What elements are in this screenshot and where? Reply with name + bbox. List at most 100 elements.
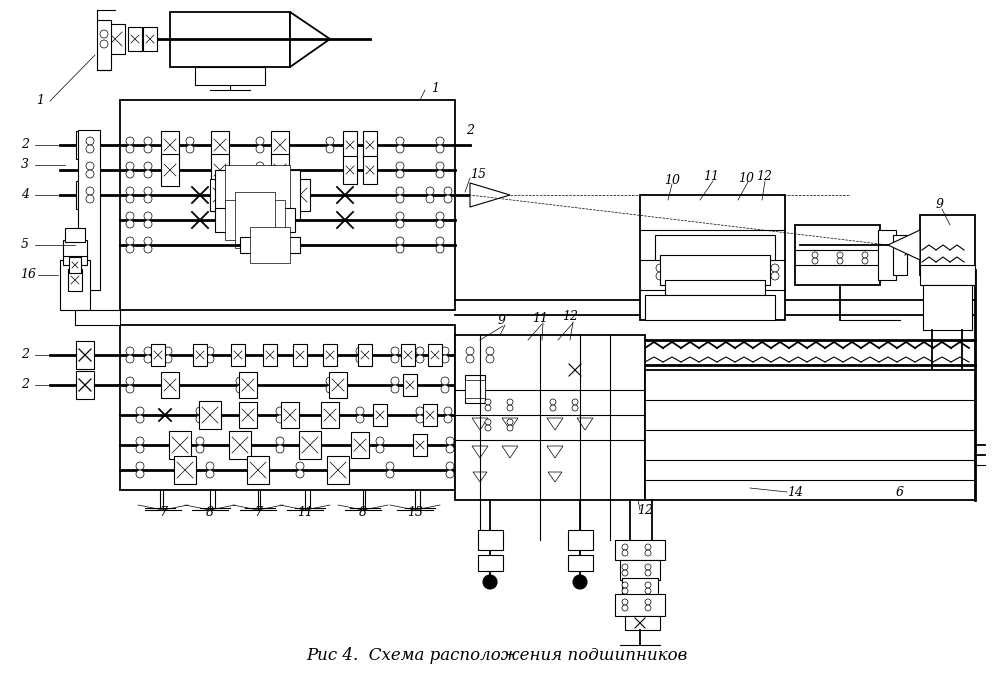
Circle shape: [275, 407, 283, 415]
Circle shape: [255, 162, 263, 170]
Circle shape: [275, 415, 283, 423]
Circle shape: [144, 212, 152, 220]
Circle shape: [295, 355, 304, 363]
Bar: [161, 372, 179, 398]
Circle shape: [550, 399, 556, 405]
Bar: [363, 131, 377, 159]
Circle shape: [136, 407, 144, 415]
Circle shape: [655, 272, 663, 280]
Circle shape: [425, 187, 433, 195]
Circle shape: [196, 445, 204, 453]
Circle shape: [126, 145, 134, 153]
Circle shape: [415, 355, 423, 363]
Circle shape: [126, 137, 134, 145]
Bar: [78, 130, 100, 290]
Circle shape: [721, 240, 729, 248]
Circle shape: [164, 385, 172, 393]
Circle shape: [396, 170, 404, 178]
Circle shape: [644, 550, 650, 556]
Text: 15: 15: [469, 169, 485, 182]
Text: 5: 5: [21, 238, 29, 252]
Bar: [68, 269, 82, 291]
Bar: [270, 131, 288, 159]
Text: 2: 2: [21, 348, 29, 362]
Bar: [215, 170, 300, 220]
Circle shape: [136, 437, 144, 445]
Circle shape: [484, 419, 490, 425]
Bar: [621, 578, 657, 596]
Circle shape: [265, 347, 273, 355]
Circle shape: [685, 272, 693, 280]
Text: 1: 1: [36, 94, 44, 107]
Bar: [659, 255, 769, 285]
Circle shape: [701, 248, 709, 256]
Circle shape: [126, 162, 134, 170]
Circle shape: [507, 399, 513, 405]
Circle shape: [356, 355, 364, 363]
Circle shape: [621, 605, 627, 611]
Bar: [289, 179, 310, 211]
Circle shape: [126, 385, 134, 393]
Bar: [193, 344, 207, 366]
Circle shape: [655, 240, 663, 248]
Bar: [477, 530, 503, 550]
Circle shape: [811, 252, 817, 258]
Circle shape: [396, 145, 404, 153]
Bar: [195, 67, 264, 85]
Bar: [614, 594, 664, 616]
Circle shape: [836, 258, 842, 264]
Circle shape: [644, 582, 650, 588]
Circle shape: [126, 245, 134, 253]
Circle shape: [396, 187, 404, 195]
Bar: [892, 235, 907, 275]
Circle shape: [255, 137, 263, 145]
Text: 8: 8: [359, 506, 367, 518]
Text: 9: 9: [498, 313, 506, 327]
Circle shape: [136, 445, 144, 453]
Circle shape: [655, 264, 663, 272]
Circle shape: [126, 347, 134, 355]
Bar: [69, 257, 81, 273]
Polygon shape: [502, 418, 518, 430]
Circle shape: [391, 385, 399, 393]
Circle shape: [435, 212, 443, 220]
Circle shape: [386, 470, 394, 478]
Bar: [249, 227, 289, 263]
Polygon shape: [469, 183, 510, 207]
Bar: [654, 235, 774, 260]
Text: 8: 8: [206, 506, 214, 518]
Circle shape: [396, 137, 404, 145]
Bar: [161, 154, 179, 186]
Circle shape: [770, 264, 778, 272]
Circle shape: [485, 355, 493, 363]
Polygon shape: [887, 230, 919, 260]
Circle shape: [765, 248, 773, 256]
Circle shape: [396, 162, 404, 170]
Circle shape: [861, 258, 867, 264]
Bar: [919, 265, 974, 285]
Bar: [373, 404, 387, 426]
Circle shape: [85, 137, 93, 145]
Circle shape: [144, 137, 152, 145]
Bar: [169, 431, 191, 459]
Circle shape: [326, 385, 334, 393]
Polygon shape: [472, 472, 486, 482]
Bar: [231, 344, 245, 366]
Circle shape: [186, 145, 194, 153]
Bar: [65, 228, 84, 242]
Circle shape: [465, 355, 473, 363]
Circle shape: [376, 437, 384, 445]
Text: 9: 9: [935, 198, 943, 211]
Text: 10: 10: [663, 173, 679, 186]
Circle shape: [126, 195, 134, 203]
Text: 12: 12: [636, 504, 652, 516]
Circle shape: [435, 237, 443, 245]
Circle shape: [85, 195, 93, 203]
Bar: [464, 375, 484, 403]
Circle shape: [391, 377, 399, 385]
Text: 7: 7: [159, 506, 167, 518]
Circle shape: [206, 355, 214, 363]
Bar: [225, 165, 289, 225]
Circle shape: [440, 355, 448, 363]
Bar: [280, 402, 299, 428]
